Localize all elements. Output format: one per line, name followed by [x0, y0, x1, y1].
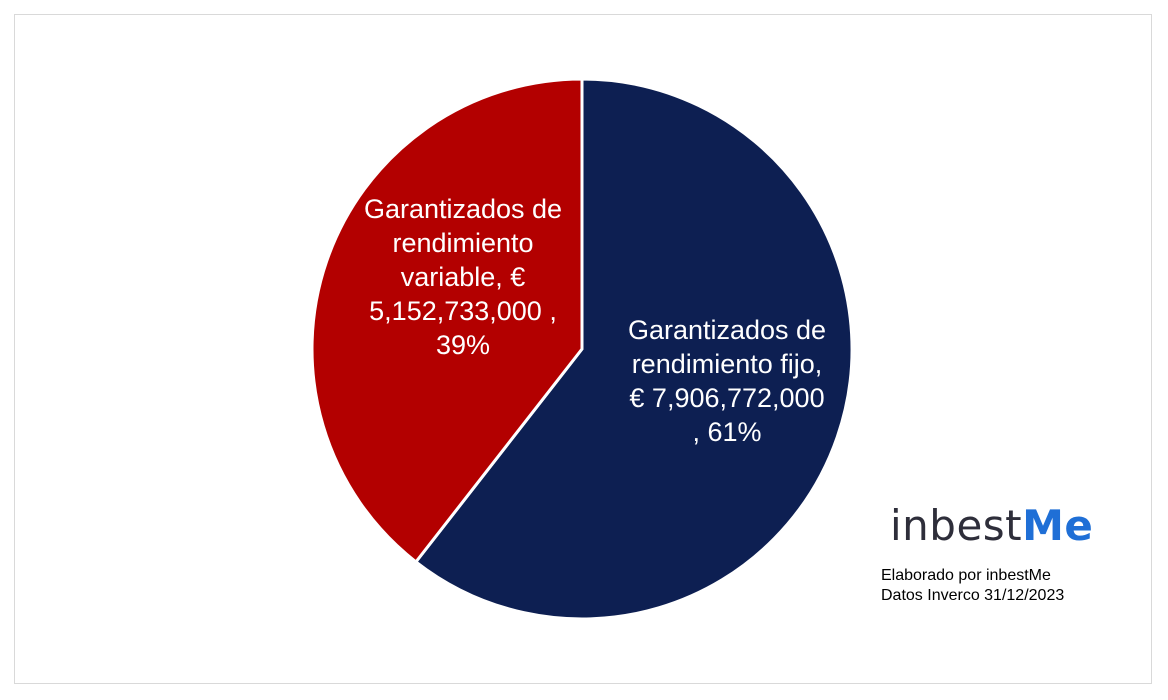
slice-label-fijo: Garantizados de rendimiento fijo, € 7,906,… [628, 315, 826, 447]
slice-label-line: Garantizados de [364, 194, 562, 224]
credit-note: Elaborado por inbestMe Datos Inverco 31/… [881, 566, 1148, 606]
slice-label-line: rendimiento fijo, [632, 349, 823, 379]
pie-labels: Garantizados de rendimiento fijo, € 7,906,… [364, 194, 826, 447]
pie-slice-variable [310, 77, 584, 564]
pie-slice-fijo [414, 77, 854, 621]
slice-label-line: € 7,906,772,000 [629, 383, 824, 413]
slice-label-line: variable, € [401, 262, 526, 292]
credit-line-author: Elaborado por inbestMe [881, 567, 1051, 584]
slice-label-line: 39% [436, 330, 490, 360]
slice-label-line: rendimiento [392, 228, 533, 258]
logo-prefix: inbest [890, 501, 1023, 550]
inbestme-logo: inbestMe [890, 502, 1148, 550]
slice-label-line: Garantizados de [628, 315, 826, 345]
slice-label-line: 5,152,733,000 , [369, 296, 557, 326]
branding-block: inbestMe Elaborado por inbestMe Datos In… [868, 502, 1148, 606]
logo-accent: Me [1022, 501, 1094, 550]
slice-label-variable: Garantizados de rendimiento variable, € 5,1… [364, 194, 562, 360]
slice-label-line: , 61% [692, 417, 761, 447]
pie-slices [310, 77, 854, 621]
credit-line-source: Datos Inverco 31/12/2023 [881, 587, 1065, 604]
